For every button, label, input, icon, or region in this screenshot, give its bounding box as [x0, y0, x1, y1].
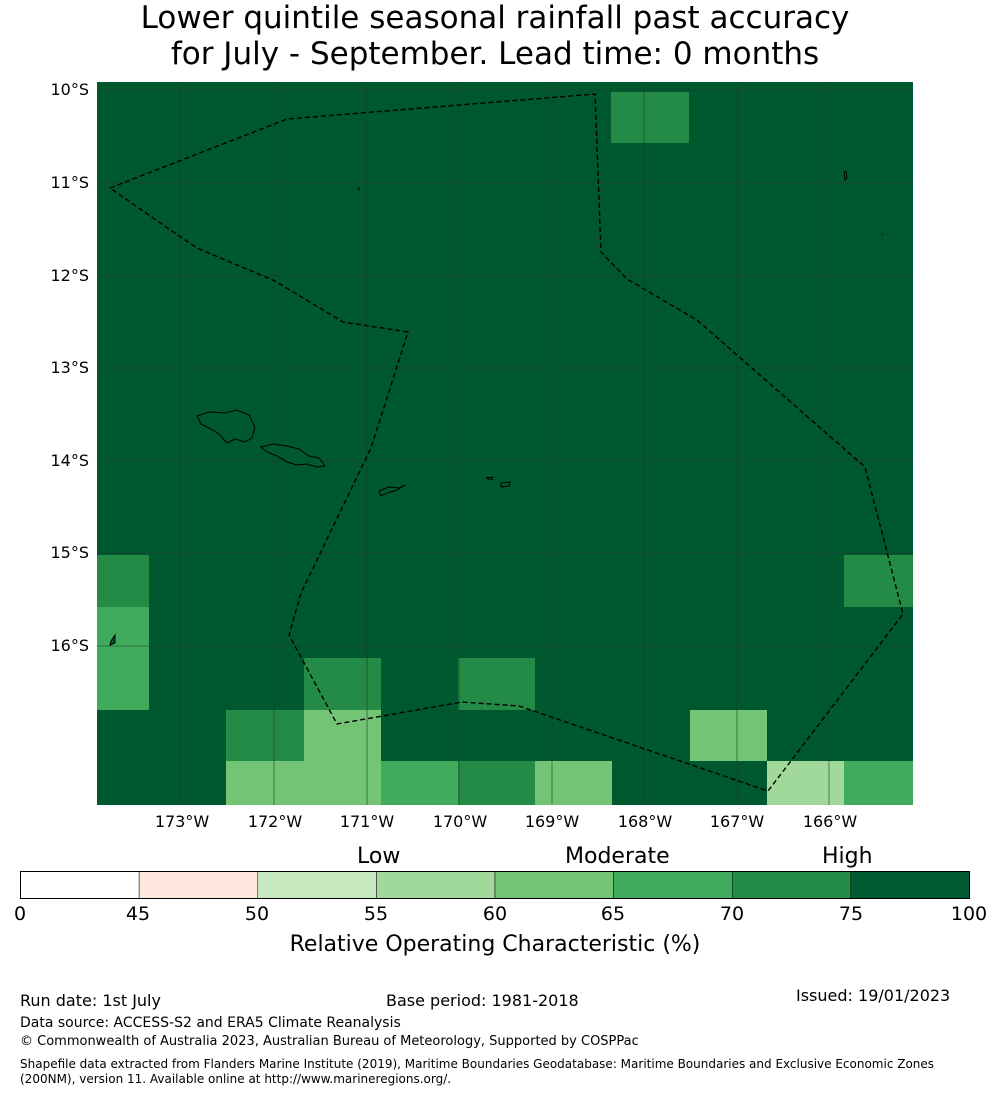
island-far-east	[881, 233, 884, 236]
accuracy-cell	[381, 761, 458, 805]
lon-label: 167°W	[709, 812, 765, 831]
lon-label: 171°W	[339, 812, 395, 831]
colorbar-category-low: Low	[357, 844, 401, 869]
colorbar-segment	[257, 871, 377, 899]
accuracy-cell	[226, 761, 381, 805]
issued-date: Issued: 19/01/2023	[796, 986, 951, 1005]
lat-label: 16°S	[50, 636, 89, 655]
accuracy-cell	[97, 607, 149, 710]
colorbar-tick: 0	[13, 903, 27, 925]
lat-label: 15°S	[50, 543, 89, 562]
colorbar-label: Relative Operating Characteristic (%)	[289, 932, 701, 957]
accuracy-cell	[458, 761, 535, 805]
lat-label: 10°S	[50, 80, 89, 99]
island-savaii	[196, 409, 256, 444]
accuracy-cell	[226, 710, 304, 761]
colorbar-tick: 50	[244, 903, 270, 925]
colorbar-segment	[138, 871, 258, 899]
island-southwest	[109, 633, 116, 646]
accuracy-cell	[97, 555, 149, 607]
colorbar-segment	[613, 871, 733, 899]
shapefile-credit: Shapefile data extracted from Flanders M…	[20, 1057, 935, 1086]
map-title-line-1: Lower quintile seasonal rainfall past ac…	[140, 0, 850, 36]
colorbar-tick: 55	[363, 903, 389, 925]
lon-label: 172°W	[247, 812, 303, 831]
island-ofu	[485, 476, 494, 481]
island-tutuila	[378, 484, 406, 497]
lon-label: 170°W	[432, 812, 488, 831]
island-upolu	[259, 443, 326, 468]
rainfall-accuracy-map	[97, 82, 913, 805]
accuracy-cell	[304, 658, 381, 710]
colorbar-segment	[732, 871, 852, 899]
colorbar-category-high: High	[822, 844, 873, 869]
graticule	[97, 82, 913, 805]
colorbar-segment	[376, 871, 496, 899]
accuracy-cell	[690, 710, 767, 761]
island-tokelau-east	[843, 169, 848, 182]
colorbar-tick: 70	[719, 903, 745, 925]
island-swains	[357, 186, 360, 192]
map-title-line-2: for July - September. Lead time: 0 month…	[170, 36, 820, 72]
accuracy-cell	[844, 555, 913, 607]
colorbar-tick: 45	[125, 903, 151, 925]
accuracy-cell	[844, 761, 913, 805]
colorbar-segment	[494, 871, 614, 899]
accuracy-cell	[767, 761, 844, 805]
lat-label: 12°S	[50, 266, 89, 285]
island-tau	[500, 481, 511, 488]
copyright: © Commonwealth of Australia 2023, Austra…	[20, 1034, 639, 1049]
lon-label: 166°W	[802, 812, 858, 831]
colorbar-category-moderate: Moderate	[565, 844, 670, 869]
colorbar-tick: 65	[600, 903, 626, 925]
colorbar-tick: 100	[950, 903, 988, 925]
colorbar-segment	[20, 871, 140, 899]
lon-label: 173°W	[154, 812, 210, 831]
colorbar	[20, 871, 970, 899]
accuracy-cell	[611, 92, 689, 143]
colorbar-tick: 75	[838, 903, 864, 925]
accuracy-grid	[97, 82, 913, 805]
accuracy-cell	[535, 761, 612, 805]
run-date: Run date: 1st July	[20, 991, 161, 1010]
lon-label: 169°W	[524, 812, 580, 831]
data-source: Data source: ACCESS-S2 and ERA5 Climate …	[20, 1015, 401, 1031]
lon-label: 168°W	[617, 812, 673, 831]
lat-label: 13°S	[50, 358, 89, 377]
lat-label: 14°S	[50, 451, 89, 470]
base-period: Base period: 1981-2018	[386, 991, 579, 1010]
colorbar-tick: 60	[482, 903, 508, 925]
colorbar-segment	[850, 871, 970, 899]
accuracy-cell	[458, 658, 535, 710]
land-islands	[109, 169, 884, 646]
lat-label: 11°S	[50, 173, 89, 192]
